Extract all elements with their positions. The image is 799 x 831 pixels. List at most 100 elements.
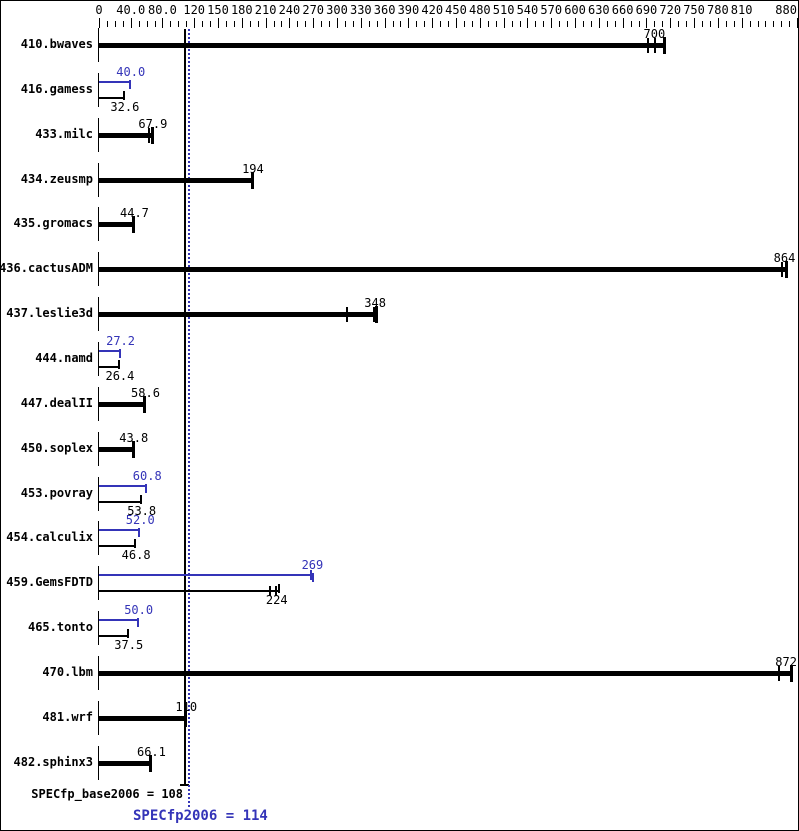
x-axis-minor-tick <box>495 21 497 27</box>
x-axis-major-tick <box>622 18 624 28</box>
row-baseline <box>98 117 99 152</box>
x-axis-minor-tick <box>352 21 354 27</box>
base-value-label: 26.4 <box>105 368 135 383</box>
x-axis-tick-label: 210 <box>254 3 277 17</box>
base-value-label: 53.8 <box>127 503 157 518</box>
x-axis-tick-label: 690 <box>635 3 658 17</box>
bar-end-cap <box>663 37 667 54</box>
peak-value-label: 27.2 <box>106 333 136 348</box>
run-tick <box>275 586 278 597</box>
base-bar <box>99 43 666 48</box>
base-value-label: 67.9 <box>138 116 168 131</box>
x-axis-major-tick <box>551 18 553 28</box>
x-axis-major-tick <box>797 18 798 28</box>
benchmark-label: 454.calculix <box>6 530 93 545</box>
x-axis-major-tick <box>479 18 481 28</box>
x-axis-minor-tick <box>440 21 442 27</box>
row-baseline <box>98 700 99 735</box>
x-axis-minor-tick <box>686 21 688 27</box>
x-axis-minor-tick <box>114 21 116 27</box>
base-value-label: 37.5 <box>114 638 144 653</box>
row-baseline <box>98 207 99 242</box>
x-axis-tick-label: 540 <box>516 3 539 17</box>
x-axis-minor-tick <box>535 21 537 27</box>
x-axis-tick-label: 450 <box>445 3 467 17</box>
run-tick <box>647 38 650 53</box>
x-axis-minor-tick <box>471 21 473 27</box>
row-baseline <box>98 476 99 511</box>
benchmark-label: 459.GemsFDTD <box>6 575 93 590</box>
x-axis-minor-tick <box>662 21 664 27</box>
base-bar <box>99 670 793 676</box>
x-axis-minor-tick <box>376 21 378 27</box>
peak-value-label: 50.0 <box>124 603 154 618</box>
run-tick <box>654 38 657 53</box>
base-bar <box>99 545 137 548</box>
x-axis-major-tick <box>313 18 315 28</box>
base-bar <box>99 267 787 273</box>
x-axis-minor-tick <box>392 21 394 27</box>
benchmark-label: 416.gamess <box>20 81 93 96</box>
x-axis-minor-tick <box>733 21 735 27</box>
row-baseline <box>98 28 99 62</box>
x-axis-major-tick <box>162 18 164 28</box>
peak-value-label: 52.0 <box>125 513 155 528</box>
x-axis-tick-label: 240 <box>278 3 301 17</box>
x-axis-tick-label: 480 <box>468 3 491 17</box>
x-axis-major-tick <box>130 18 132 28</box>
benchmark-label: 470.lbm <box>42 664 93 679</box>
x-axis-minor-tick <box>368 21 370 27</box>
x-axis-tick-label: 660 <box>611 3 634 17</box>
base-value-label: 66.1 <box>136 744 166 759</box>
x-axis-minor-tick <box>122 21 124 27</box>
x-axis-minor-tick <box>154 21 156 27</box>
x-axis-minor-tick <box>400 21 402 27</box>
x-axis-major-tick <box>194 18 196 28</box>
base-value-label: 44.7 <box>120 206 149 221</box>
base-bar <box>99 715 187 721</box>
x-axis-minor-tick <box>281 21 283 27</box>
benchmark-label: 453.povray <box>20 485 93 500</box>
x-axis-minor-tick <box>186 21 188 27</box>
specfp2006-summary: SPECfp2006 = 114 <box>133 808 268 824</box>
benchmark-label: 450.soplex <box>20 440 93 455</box>
x-axis-minor-tick <box>249 21 251 27</box>
benchmark-label: 482.sphinx3 <box>13 754 93 769</box>
x-axis-minor-tick <box>638 21 640 27</box>
x-axis-minor-tick <box>765 21 767 27</box>
base-reference-line-cap <box>180 784 190 786</box>
run-tick <box>269 586 272 597</box>
x-axis-minor-tick <box>749 21 751 27</box>
bar-end-cap <box>126 629 129 639</box>
bar-end-cap <box>250 171 254 189</box>
bar-end-cap <box>790 664 794 682</box>
x-axis-minor-tick <box>709 21 711 27</box>
benchmark-label: 436.cactusADM <box>0 261 93 276</box>
bar-end-cap <box>184 709 188 727</box>
x-axis-tick-label: 720 <box>659 3 682 17</box>
row-baseline <box>98 386 99 421</box>
x-axis-minor-tick <box>511 21 513 27</box>
x-axis-tick-label: 180 <box>230 3 253 17</box>
x-axis-minor-tick <box>678 21 680 27</box>
x-axis-tick-label: 420 <box>421 3 444 17</box>
x-axis-tick-label: 510 <box>492 3 515 17</box>
row-baseline <box>98 252 99 287</box>
run-tick <box>309 570 312 581</box>
x-axis-tick-label: 40.0 <box>116 3 146 17</box>
base-bar <box>99 590 280 593</box>
bar-end-cap <box>145 483 148 493</box>
bar-end-cap <box>375 306 379 324</box>
x-axis-minor-tick <box>773 21 775 27</box>
run-tick <box>346 307 349 323</box>
x-axis-tick-label: 300 <box>326 3 348 17</box>
bar-end-cap <box>784 261 788 279</box>
x-axis-minor-tick <box>725 21 727 27</box>
row-baseline <box>98 611 99 646</box>
x-axis-tick-label: 570 <box>540 3 563 17</box>
x-axis-major-tick <box>527 18 529 28</box>
bar-end-cap <box>122 90 125 100</box>
peak-reference-line <box>188 29 191 808</box>
x-axis-major-tick <box>99 18 100 28</box>
